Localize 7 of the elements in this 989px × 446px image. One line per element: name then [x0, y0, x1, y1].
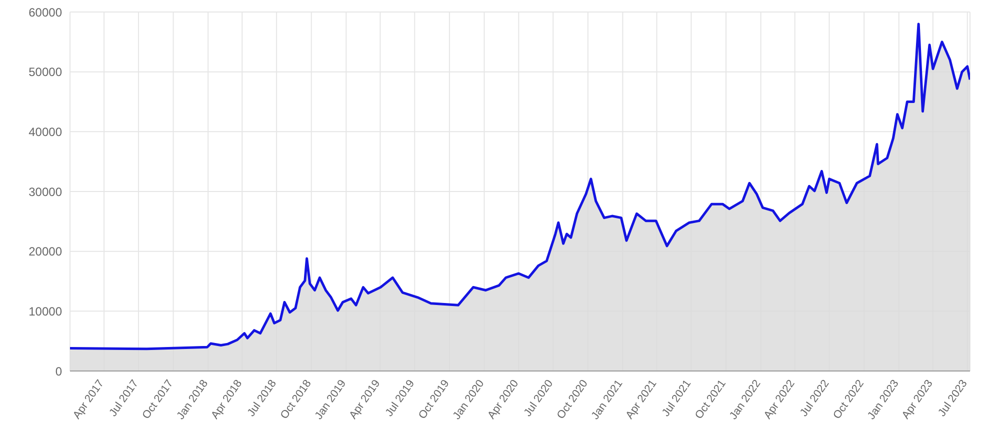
y-tick-label: 10000	[28, 304, 62, 318]
y-tick-label: 20000	[28, 244, 62, 259]
y-tick-label: 60000	[28, 5, 62, 20]
y-tick-label: 40000	[28, 124, 62, 139]
y-tick-label: 50000	[28, 65, 62, 80]
y-tick-label: 30000	[28, 184, 62, 199]
y-tick-label: 0	[55, 364, 62, 378]
